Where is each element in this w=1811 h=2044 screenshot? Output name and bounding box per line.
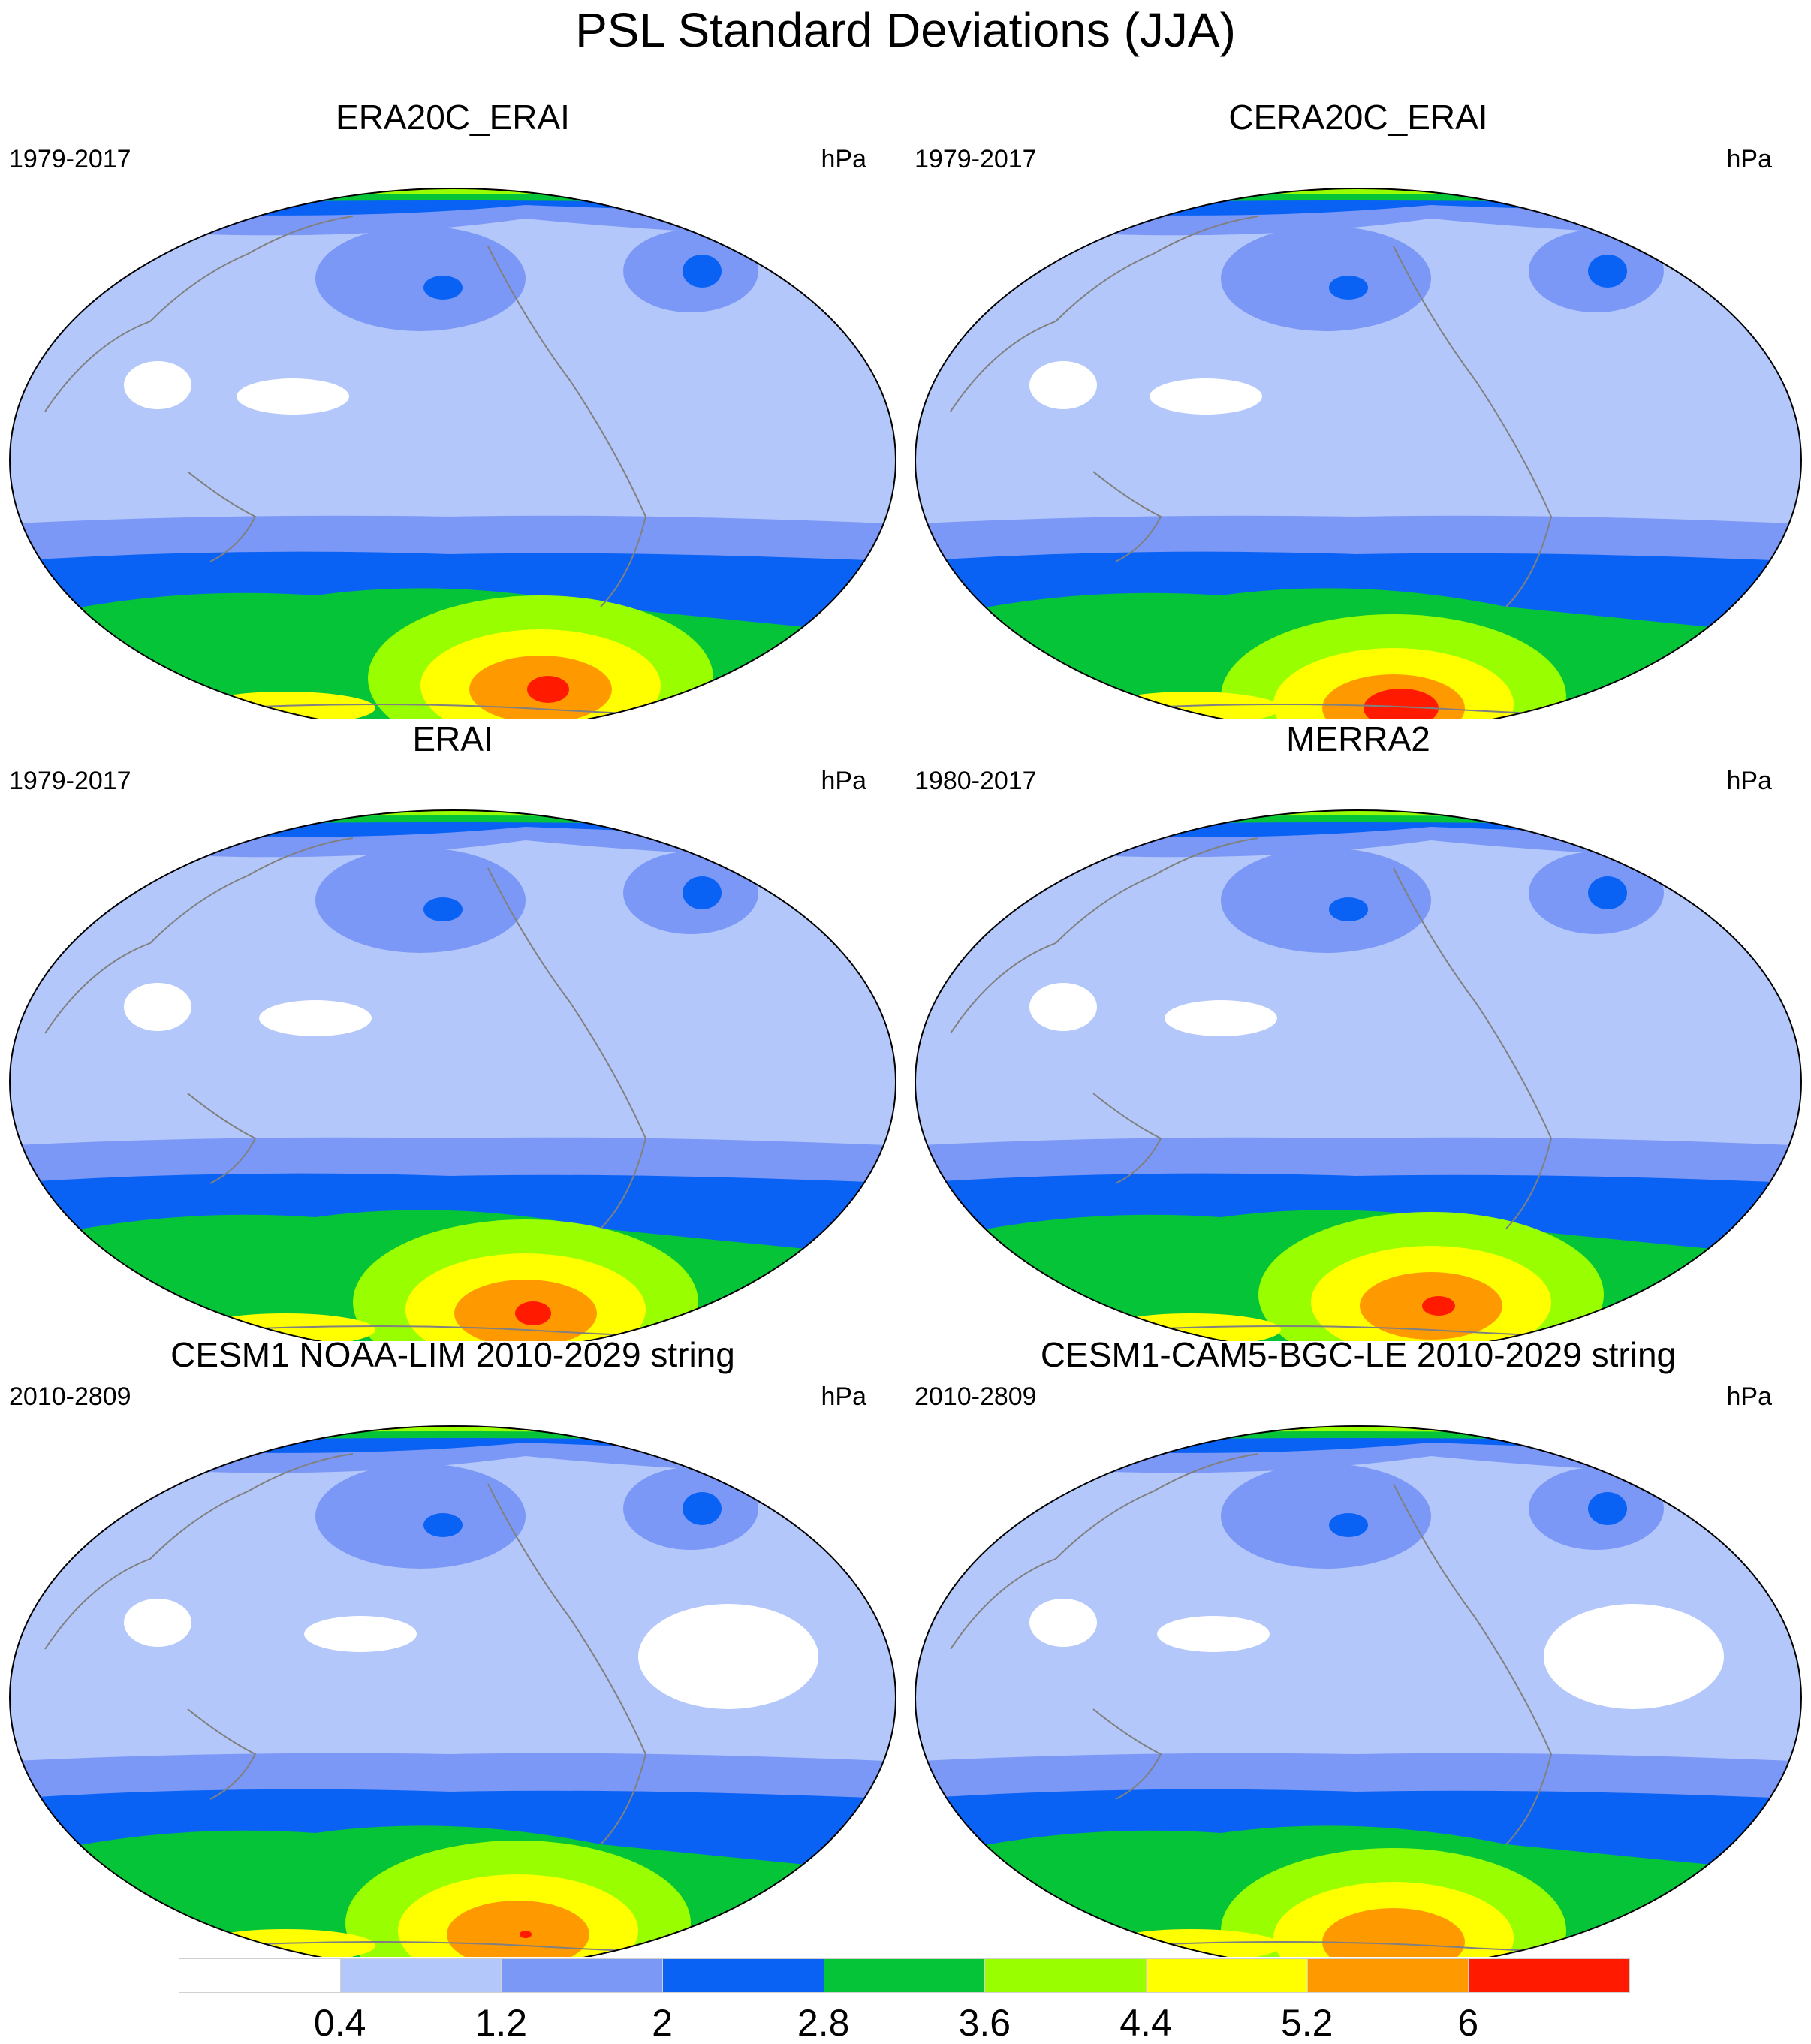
period-label: 1979-2017 xyxy=(915,145,1037,173)
period-label: 2010-2809 xyxy=(9,1382,131,1411)
map-fill xyxy=(915,1426,1801,1957)
units-label: hPa xyxy=(1726,1382,1773,1411)
map-fill xyxy=(915,810,1801,1341)
period-label: 1979-2017 xyxy=(9,767,131,795)
colorbar-swatch xyxy=(339,1958,502,1993)
units-label: hPa xyxy=(1726,767,1773,795)
map-fill xyxy=(915,188,1801,719)
panel-title: MERRA2 xyxy=(1286,719,1430,758)
map-outline xyxy=(915,1425,1802,1957)
colorbar-tick-label: 3.6 xyxy=(958,2002,1011,2044)
colorbar-swatch xyxy=(501,1958,663,1993)
period-label: 1980-2017 xyxy=(915,767,1037,795)
contour-map xyxy=(9,188,896,719)
map-panel-erai: ERAI 1979-2017 hPa xyxy=(0,718,906,1341)
colorbar xyxy=(179,1958,1630,1994)
units-label: hPa xyxy=(821,1382,867,1411)
figure-title: PSL Standard Deviations (JJA) xyxy=(575,3,1236,57)
panel-title: CESM1-CAM5-BGC-LE 2010-2029 string xyxy=(1040,1335,1677,1374)
contour-map xyxy=(915,809,1802,1341)
map-panel-cesm1-cam5-bgc-le: CESM1-CAM5-BGC-LE 2010-2029 string 2010-… xyxy=(906,1334,1811,1957)
panel-title: CERA20C_ERAI xyxy=(1228,98,1488,137)
panel-title: ERAI xyxy=(412,719,493,758)
contour-map xyxy=(9,809,896,1341)
map-outline xyxy=(9,188,896,719)
map-outline xyxy=(915,809,1802,1341)
map-fill xyxy=(10,188,896,719)
colorbar-swatch xyxy=(179,1958,341,1993)
map-panel-era20c-erai: ERA20C_ERAI 1979-2017 hPa xyxy=(0,96,906,719)
map-panel-cesm1-noaa-lim: CESM1 NOAA-LIM 2010-2029 string 2010-280… xyxy=(0,1334,906,1957)
panel-title: ERA20C_ERAI xyxy=(336,98,570,137)
colorbar-tick-label: 5.2 xyxy=(1280,2002,1333,2044)
colorbar-tick-label: 2 xyxy=(652,2002,673,2044)
map-panel-merra2: MERRA2 1980-2017 hPa xyxy=(906,718,1811,1341)
colorbar-swatch xyxy=(1306,1958,1469,1993)
period-label: 1979-2017 xyxy=(9,145,131,173)
units-label: hPa xyxy=(821,767,867,795)
colorbar-swatch xyxy=(984,1958,1147,1993)
colorbar-swatch xyxy=(662,1958,824,1993)
map-outline xyxy=(9,1425,896,1957)
units-label: hPa xyxy=(821,145,867,173)
map-panel-cera20c-erai: CERA20C_ERAI 1979-2017 hPa xyxy=(906,96,1811,719)
colorbar-tick-label: 6 xyxy=(1457,2002,1479,2044)
contour-map xyxy=(915,188,1802,719)
map-outline xyxy=(915,188,1802,719)
colorbar-swatch xyxy=(1468,1958,1630,1993)
contour-map xyxy=(915,1425,1802,1957)
units-label: hPa xyxy=(1726,145,1773,173)
map-fill xyxy=(10,810,896,1341)
period-label: 2010-2809 xyxy=(915,1382,1037,1411)
contour-map xyxy=(9,1425,896,1957)
colorbar-tick-label: 0.4 xyxy=(313,2002,366,2044)
colorbar-tick-label: 4.4 xyxy=(1119,2002,1172,2044)
colorbar-tick-label: 2.8 xyxy=(797,2002,850,2044)
colorbar-tick-label: 1.2 xyxy=(475,2002,528,2044)
map-fill xyxy=(10,1426,896,1957)
map-outline xyxy=(9,809,896,1341)
colorbar-swatch xyxy=(1146,1958,1308,1993)
panel-title: CESM1 NOAA-LIM 2010-2029 string xyxy=(170,1335,735,1374)
colorbar-swatch xyxy=(823,1958,986,1993)
